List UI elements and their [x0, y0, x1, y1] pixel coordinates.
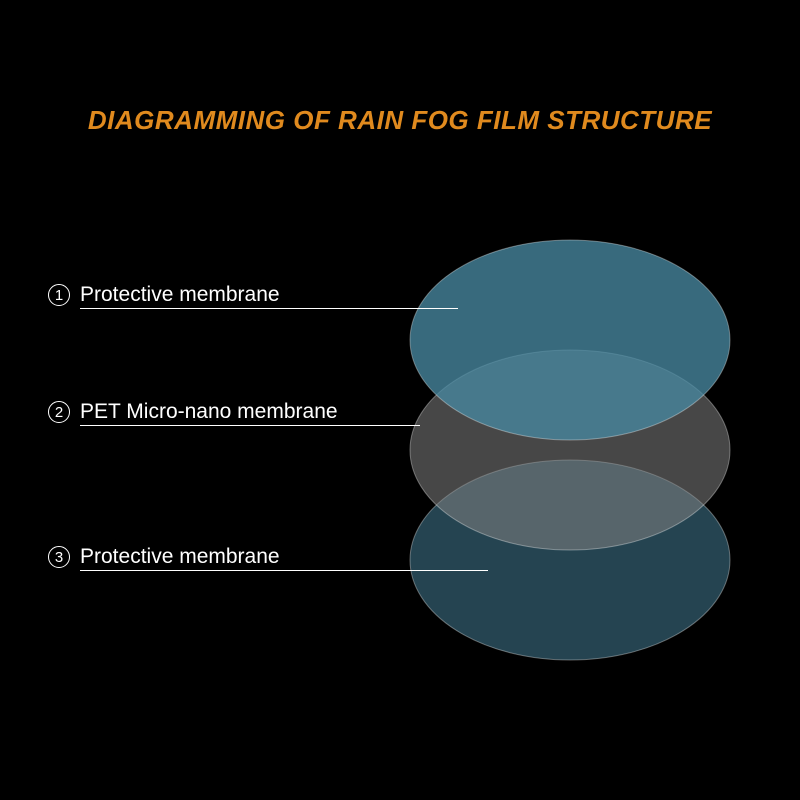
- label-row-2: 2 PET Micro-nano membrane: [48, 400, 338, 424]
- diagram-canvas: { "title": { "text": "DIAGRAMMING OF RAI…: [0, 0, 800, 800]
- label-number-1: 1: [48, 284, 70, 306]
- label-row-3: 3 Protective membrane: [48, 545, 280, 569]
- label-underline-2: [80, 425, 420, 426]
- label-row-1: 1 Protective membrane: [48, 283, 280, 307]
- label-text-3: Protective membrane: [80, 545, 280, 569]
- layer-1-ellipse: [410, 240, 730, 440]
- label-number-2: 2: [48, 401, 70, 423]
- label-underline-3: [80, 570, 488, 571]
- label-text-2: PET Micro-nano membrane: [80, 400, 338, 424]
- label-underline-1: [80, 308, 458, 309]
- label-text-1: Protective membrane: [80, 283, 280, 307]
- label-number-3: 3: [48, 546, 70, 568]
